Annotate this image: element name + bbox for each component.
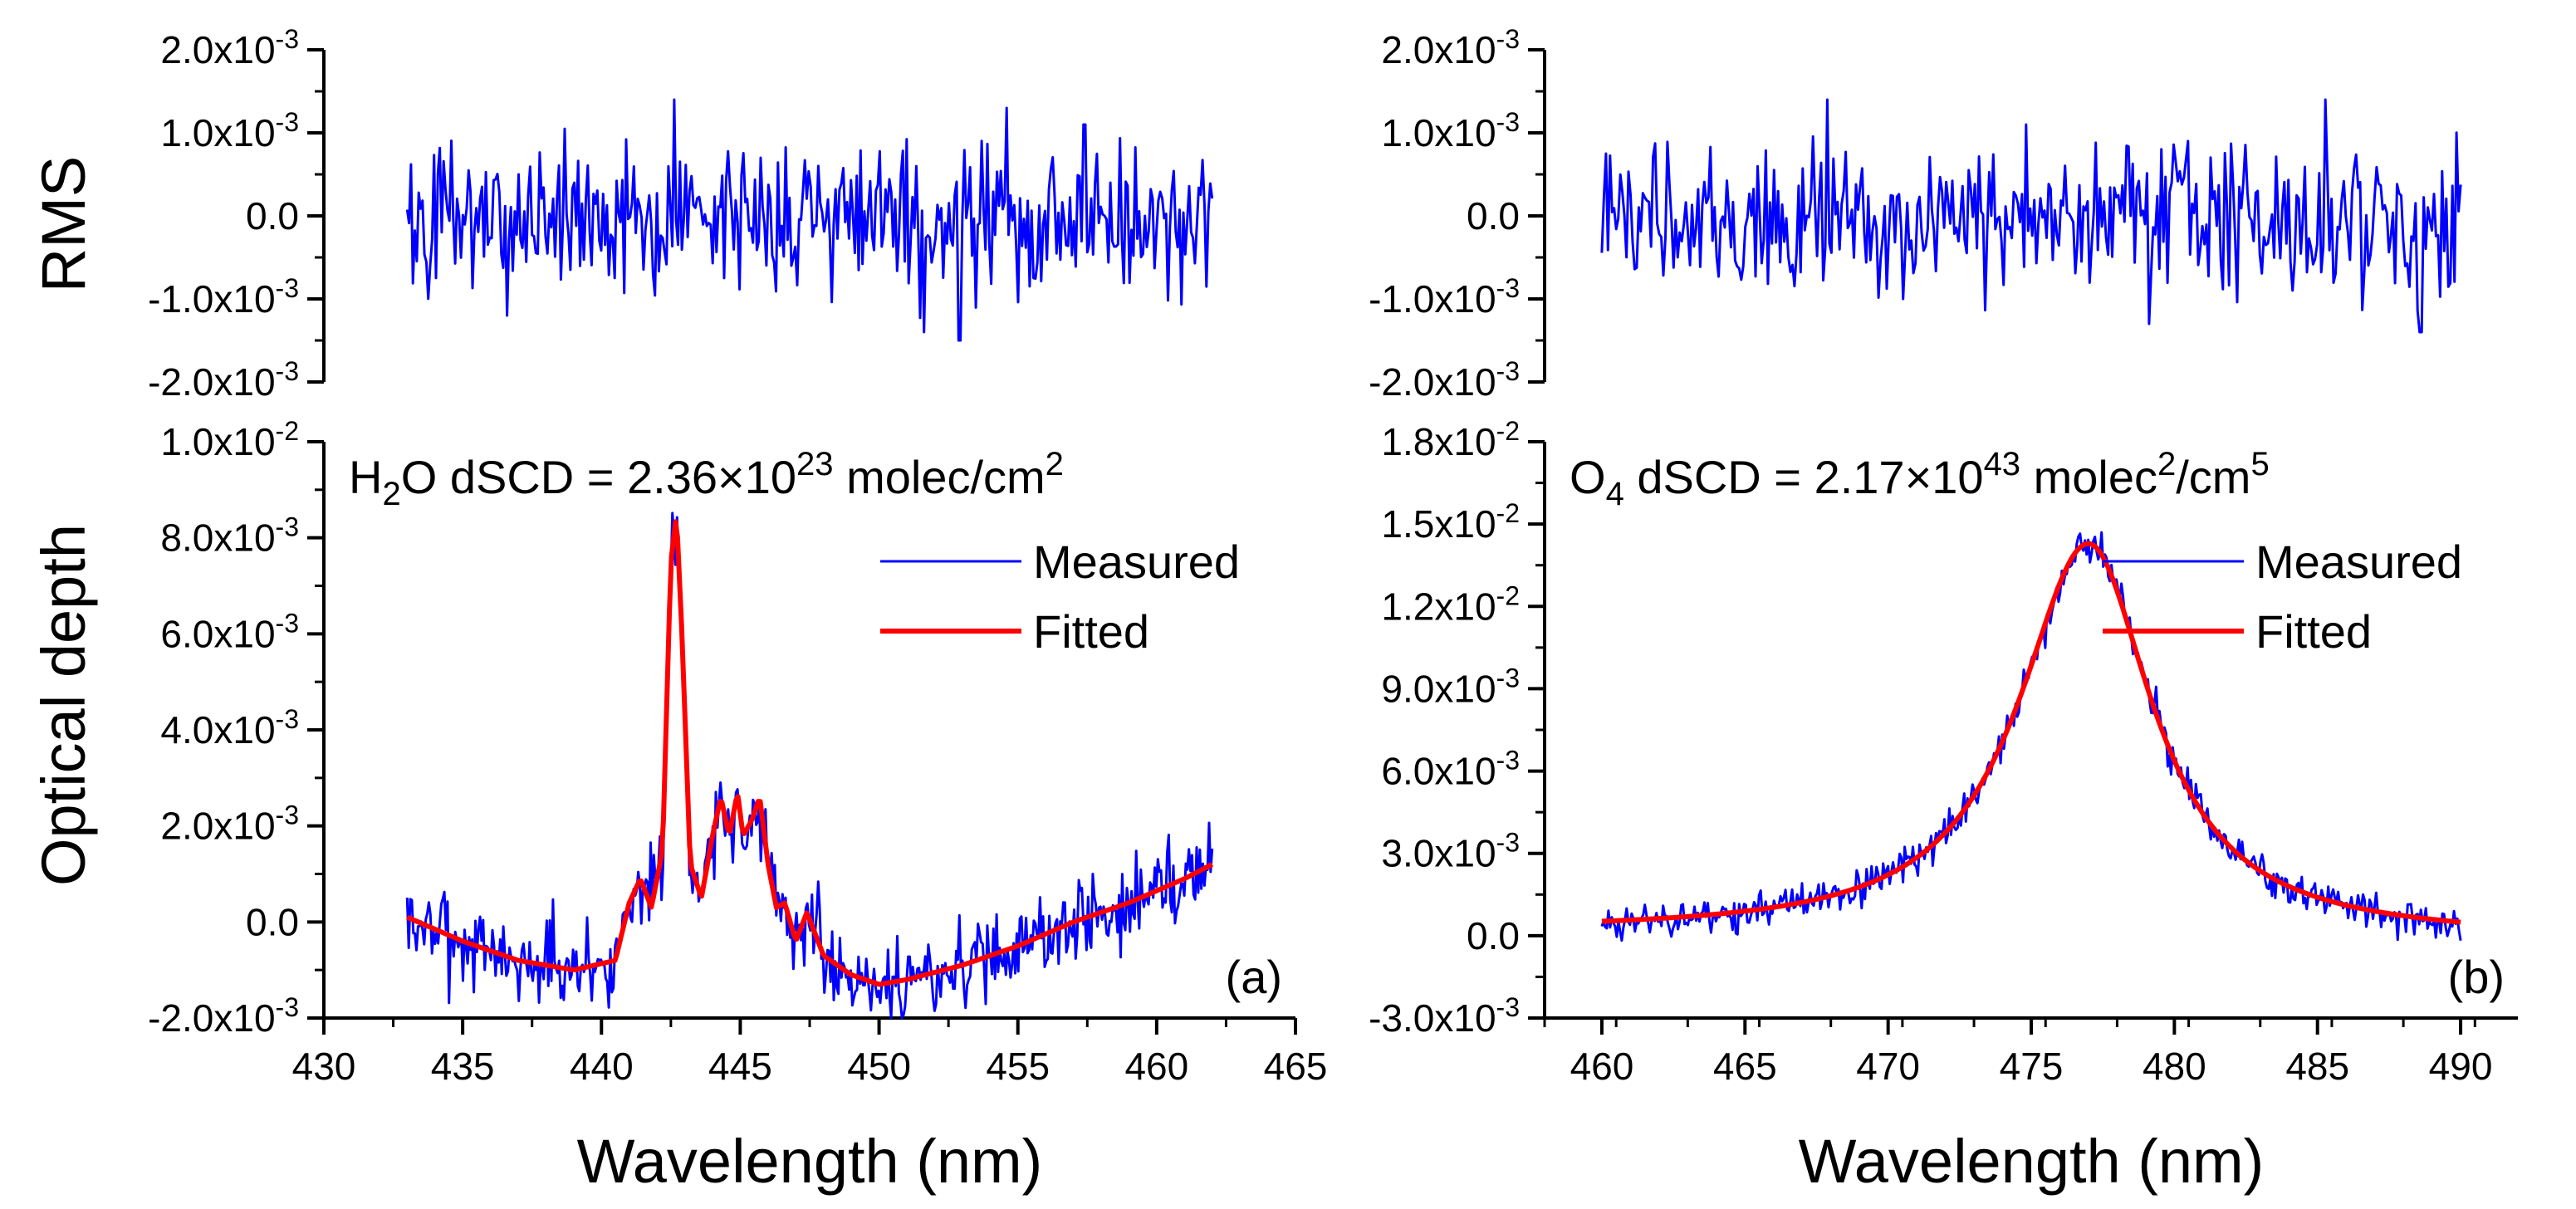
y-tick-label: 2.0x10-3 <box>160 24 299 71</box>
y-tick-label: 6.0x10-3 <box>160 608 299 655</box>
x-axis-label: Wavelength (nm) <box>577 1127 1043 1196</box>
y-tick-label: 0.0 <box>1467 194 1520 237</box>
y-tick-label: -2.0x10-3 <box>148 356 299 404</box>
x-tick-label: 480 <box>2143 1045 2206 1088</box>
y-tick-label: -2.0x10-3 <box>1369 356 1520 404</box>
y-tick-label: 3.0x10-3 <box>1381 828 1520 875</box>
legend-label-fitted: Fitted <box>1033 605 1149 658</box>
optical-depth-panel-b: -3.0x10-3 0.0 3.0x10-3 6.0x10-3 9.0x10-3 1.2x… <box>1369 416 2518 1196</box>
y-tick-label: -2.0x10-3 <box>148 992 299 1040</box>
x-tick-label: 460 <box>1570 1045 1634 1088</box>
y-tick-label: 9.0x10-3 <box>1381 663 1520 710</box>
x-tick-label: 450 <box>847 1045 911 1088</box>
x-tick-label: 455 <box>986 1045 1050 1088</box>
y-tick-label: 1.0x10-2 <box>160 416 299 463</box>
y-tick-label: 0.0 <box>246 900 299 943</box>
x-tick-label: 470 <box>1856 1045 1920 1088</box>
y-tick-label: 0.0 <box>1467 914 1520 957</box>
y-tick-label: -1.0x10-3 <box>1369 273 1520 321</box>
y-tick-label: 1.8x10-2 <box>1381 416 1520 463</box>
y-tick-label: 2.0x10-3 <box>1381 24 1520 71</box>
y-tick-label: 1.5x10-2 <box>1381 498 1520 546</box>
legend-label-measured: Measured <box>1033 536 1240 588</box>
optical-depth-axis-label: Optical depth <box>29 524 98 886</box>
x-tick-label: 485 <box>2285 1045 2349 1088</box>
fitted-line <box>1601 541 2461 925</box>
legend-label-measured: Measured <box>2255 536 2462 588</box>
y-tick-label: 6.0x10-3 <box>1381 746 1520 793</box>
x-tick-label: 435 <box>431 1045 495 1088</box>
x-tick-label: 475 <box>2000 1045 2064 1088</box>
y-tick-label: 0.0 <box>246 194 299 237</box>
y-tick-label: 2.0x10-3 <box>160 800 299 848</box>
y-tick-label: 1.2x10-2 <box>1381 580 1520 628</box>
rms-residual-line <box>405 98 1214 342</box>
y-tick-label: -1.0x10-3 <box>148 273 299 321</box>
rms-panel-b: -2.0x10-3 -1.0x10-3 0.0 1.0x10-3 2.0x10-3 <box>1369 24 2462 404</box>
x-tick-label: 460 <box>1124 1045 1188 1088</box>
measured-line <box>1600 531 2462 942</box>
x-tick-label: 490 <box>2429 1045 2493 1088</box>
x-tick-label: 465 <box>1264 1045 1328 1088</box>
legend-label-fitted: Fitted <box>2255 605 2372 658</box>
y-tick-label: 8.0x10-3 <box>160 512 299 560</box>
y-tick-label: 4.0x10-3 <box>160 704 299 751</box>
y-tick-label: -3.0x10-3 <box>1369 992 1520 1040</box>
x-tick-label: 440 <box>570 1045 634 1088</box>
dscd-annotation: H2O dSCD = 2.36×1023 molec/cm2 <box>349 446 1064 512</box>
x-tick-label: 445 <box>708 1045 772 1088</box>
rms-axis-label: RMS <box>29 156 98 292</box>
rms-residual-line <box>1600 98 2462 334</box>
dscd-annotation: O4 dSCD = 2.17×1043 molec2/cm5 <box>1570 446 2270 512</box>
panel-label: (a) <box>1226 951 1282 1003</box>
optical-depth-panel-a: -2.0x10-3 0.0 2.0x10-3 4.0x10-3 6.0x10-3 8.0x… <box>29 416 1327 1196</box>
measured-line <box>405 512 1214 1020</box>
fitted-line <box>406 519 1214 987</box>
x-axis-label: Wavelength (nm) <box>1799 1127 2265 1196</box>
y-tick-label: 1.0x10-3 <box>1381 107 1520 154</box>
x-tick-label: 430 <box>292 1045 356 1088</box>
x-tick-label: 465 <box>1713 1045 1777 1088</box>
rms-panel-a: -2.0x10-3 -1.0x10-3 0.0 1.0x10-3 2.0x10-3 RMS <box>29 24 1214 404</box>
y-tick-label: 1.0x10-3 <box>160 107 299 154</box>
panel-label: (b) <box>2448 951 2505 1003</box>
